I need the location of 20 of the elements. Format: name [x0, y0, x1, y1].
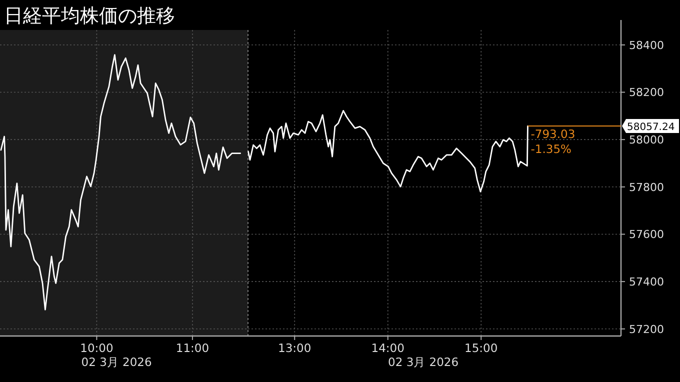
- y-tick-label: 57600: [629, 228, 664, 242]
- y-tick-label: 57400: [629, 276, 664, 289]
- value-label: 58057.24: [622, 119, 679, 134]
- y-tick-label: 57800: [629, 180, 664, 194]
- x-tick-label: 13:00: [278, 341, 312, 355]
- x-tick-label: 11:00: [176, 341, 210, 355]
- y-tick-label: 57200: [629, 322, 664, 336]
- y-tick-label: 58400: [629, 38, 664, 52]
- y-tick-label: 58200: [629, 86, 664, 100]
- x-tick-label: 14:00: [371, 341, 404, 355]
- x-tick-label: 10:00: [80, 341, 114, 355]
- text: 02 3月 2026: [81, 355, 152, 369]
- x-tick-label: 15:00: [464, 341, 498, 355]
- annotation: -793.03: [530, 127, 576, 142]
- line-series: [248, 110, 528, 192]
- chart-title: 日経平均株価の推移: [4, 5, 175, 27]
- annotation: -1.35%: [530, 142, 572, 156]
- y-tick-label: 58000: [629, 134, 664, 147]
- ref-line-label: 58057.24: [627, 122, 675, 134]
- text: 02 3月 2026: [388, 355, 459, 369]
